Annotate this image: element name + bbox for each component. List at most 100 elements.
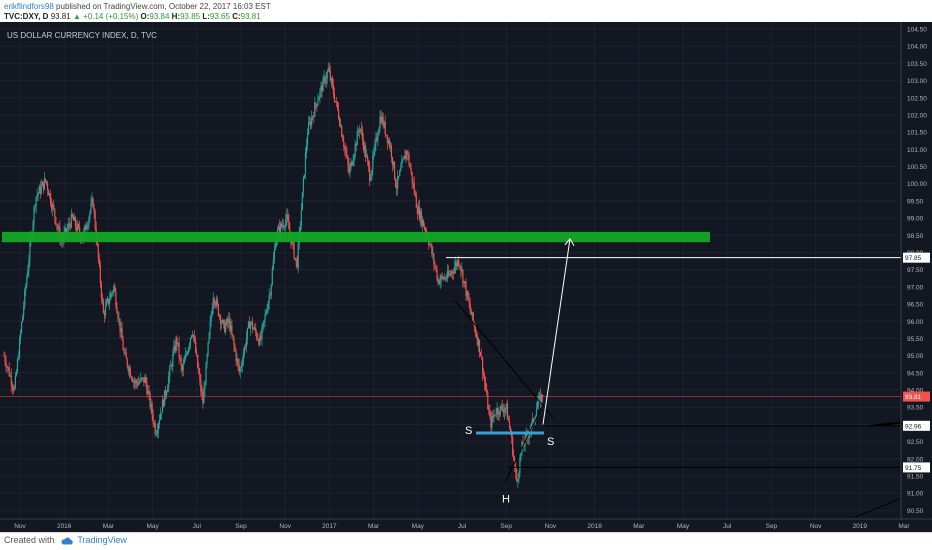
candle-body [286, 214, 288, 220]
candle-body [19, 332, 22, 339]
candle-body [327, 68, 329, 72]
candle-body [531, 418, 533, 424]
time-axis[interactable] [0, 519, 932, 532]
candle-body [46, 182, 49, 191]
candle-body [203, 388, 205, 404]
candle-body [195, 340, 197, 353]
candle-body [304, 153, 307, 175]
candle-body [143, 377, 145, 383]
candle-body [414, 193, 416, 195]
price-tag-97-85-bg [903, 252, 930, 263]
candle-body [517, 479, 519, 482]
candle-body [487, 392, 489, 410]
candle-body [150, 403, 152, 407]
candle-body [448, 273, 451, 276]
price-axis-labels: 90.5091.0091.5092.0092.5093.0093.5094.00… [903, 27, 930, 515]
candle-body [439, 280, 441, 285]
candle-body [185, 353, 187, 355]
candle-body [66, 228, 68, 233]
candle-body [256, 332, 258, 339]
candle-body [21, 322, 23, 333]
candle-body [346, 153, 348, 157]
author-link[interactable]: erikflindfors98 [4, 2, 54, 11]
candle-body [274, 246, 277, 250]
candle-body [538, 395, 541, 398]
candle-body [318, 97, 320, 101]
candle-body [417, 206, 419, 214]
candle-body [32, 222, 34, 235]
x-tick-label: 2016 [57, 523, 72, 530]
candle-body [502, 409, 504, 413]
candle-body [6, 366, 8, 368]
candle-body [227, 319, 229, 323]
tradingview-brand-link[interactable]: TradingView [77, 535, 127, 545]
candle-body [112, 291, 114, 293]
candle-body [356, 131, 358, 146]
candle-body [382, 116, 384, 127]
candle-body [511, 434, 513, 437]
candle-body [53, 204, 55, 209]
candle-body [354, 143, 356, 156]
candle-body [434, 263, 436, 267]
candle-body [101, 297, 104, 302]
candle-body [58, 226, 60, 229]
candle-body [322, 78, 324, 92]
quote-line: TVC:DXY, D 93.81 ▲ +0.14 (+0.15%) O:93.8… [4, 12, 261, 21]
candle-body [141, 377, 143, 379]
candle-body [324, 76, 326, 83]
candle-body [387, 140, 389, 143]
price-axis[interactable] [901, 22, 932, 519]
candle-body [379, 116, 381, 129]
candle-body [523, 446, 525, 447]
candle-body [199, 373, 201, 380]
candle-body [397, 176, 399, 189]
candle-body [172, 353, 174, 367]
candle-body [358, 130, 360, 132]
candle-body [208, 333, 210, 343]
low-value: 93.65 [209, 12, 230, 21]
candle-body [311, 117, 313, 126]
candle-body [233, 338, 235, 346]
candle-body [140, 377, 142, 382]
candle-body [187, 347, 189, 354]
candle-body [291, 240, 293, 245]
candle-body [223, 320, 225, 323]
candle-body [483, 373, 485, 376]
candle-body [534, 416, 537, 420]
candle-body [388, 140, 390, 147]
candle-body [173, 346, 175, 354]
price-chart[interactable]: SSH 90.5091.0091.5092.0092.5093.0093.509… [0, 22, 932, 532]
candle-body [40, 185, 42, 194]
candle-body [155, 433, 157, 435]
candle-body [265, 313, 267, 315]
candle-body [75, 226, 78, 231]
x-tick-label: Mar [633, 523, 645, 530]
y-tick-label: 101.50 [907, 130, 927, 137]
candle-body [461, 270, 463, 272]
candle-body [490, 416, 492, 428]
candle-body [247, 322, 250, 328]
candle-body [293, 242, 295, 259]
y-tick-label: 97.50 [907, 267, 924, 274]
candle-body [486, 390, 488, 393]
candle-body [90, 203, 92, 212]
candle-body [36, 195, 38, 197]
candle-body [326, 71, 328, 79]
price-tag-91-75: 91.75 [905, 465, 922, 472]
candle-body [142, 377, 144, 379]
candle-body [348, 164, 350, 173]
candle-body [283, 225, 285, 227]
candle-body [410, 168, 412, 173]
candle-body [442, 276, 444, 280]
candle-body [249, 323, 252, 329]
candle-body [307, 123, 310, 135]
candle-body [177, 342, 179, 345]
candle-body [92, 198, 94, 208]
candle-body [470, 310, 472, 315]
candle-body [263, 320, 265, 323]
candle-body [8, 367, 10, 376]
candle-body [241, 363, 243, 367]
candle-body [469, 303, 471, 311]
candle-body [300, 210, 302, 226]
candle-body [184, 354, 186, 361]
